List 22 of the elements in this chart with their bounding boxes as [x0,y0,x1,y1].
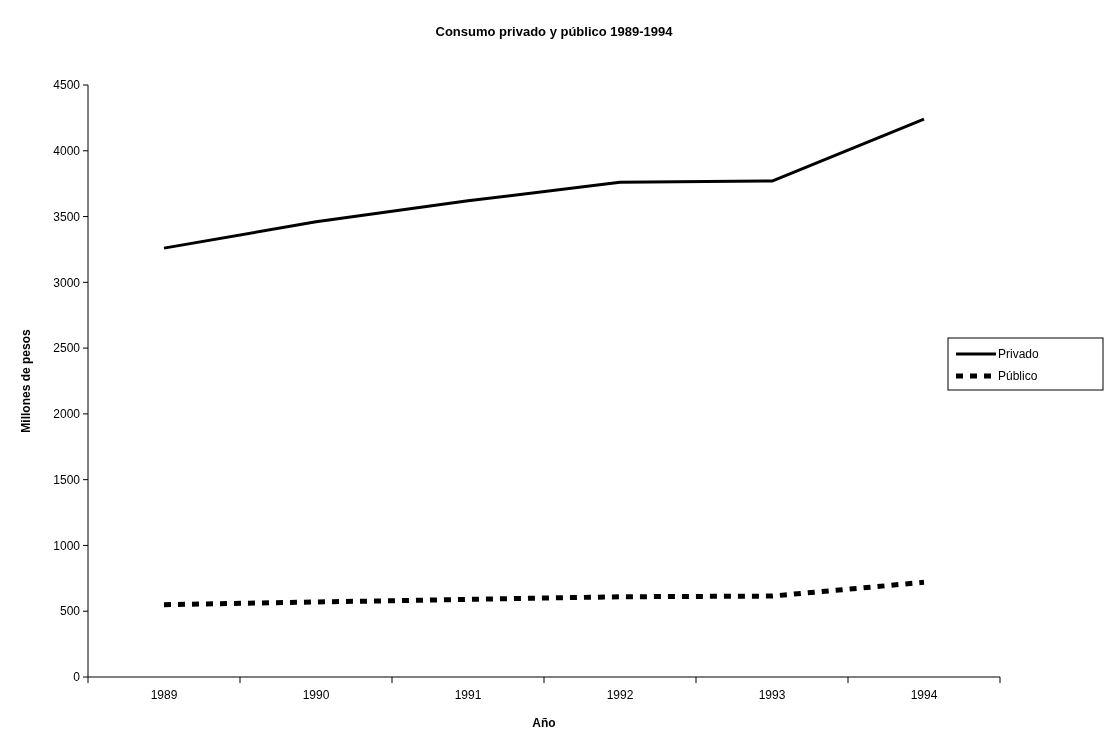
x-axis-title: Año [532,716,556,730]
y-tick-label: 2500 [53,341,81,356]
y-tick-label: 3000 [53,275,81,290]
y-tick-label: 3500 [53,209,81,224]
y-tick-label: 1500 [53,472,81,487]
y-tick-label: 4000 [53,143,81,158]
y-axis-title: Millones de pesos [19,328,33,433]
x-tick-label: 1991 [454,688,482,702]
legend-label: Privado [998,347,1040,362]
x-tick-label: 1994 [910,688,938,702]
legend-label: Público [998,369,1038,384]
y-tick-label: 4500 [53,78,81,93]
x-tick-label: 1990 [302,688,330,702]
line-series [162,117,926,250]
y-tick-label: 500 [59,604,81,619]
y-tick-label: 0 [73,670,81,685]
chart-title: Consumo privado y público 1989-1994 [435,24,674,39]
y-tick-label: 2000 [53,407,81,422]
x-tick-label: 1992 [606,688,634,702]
x-tick-label: 1993 [758,688,786,702]
y-tick-label: 1000 [53,538,81,553]
x-tick-label: 1989 [150,688,178,702]
